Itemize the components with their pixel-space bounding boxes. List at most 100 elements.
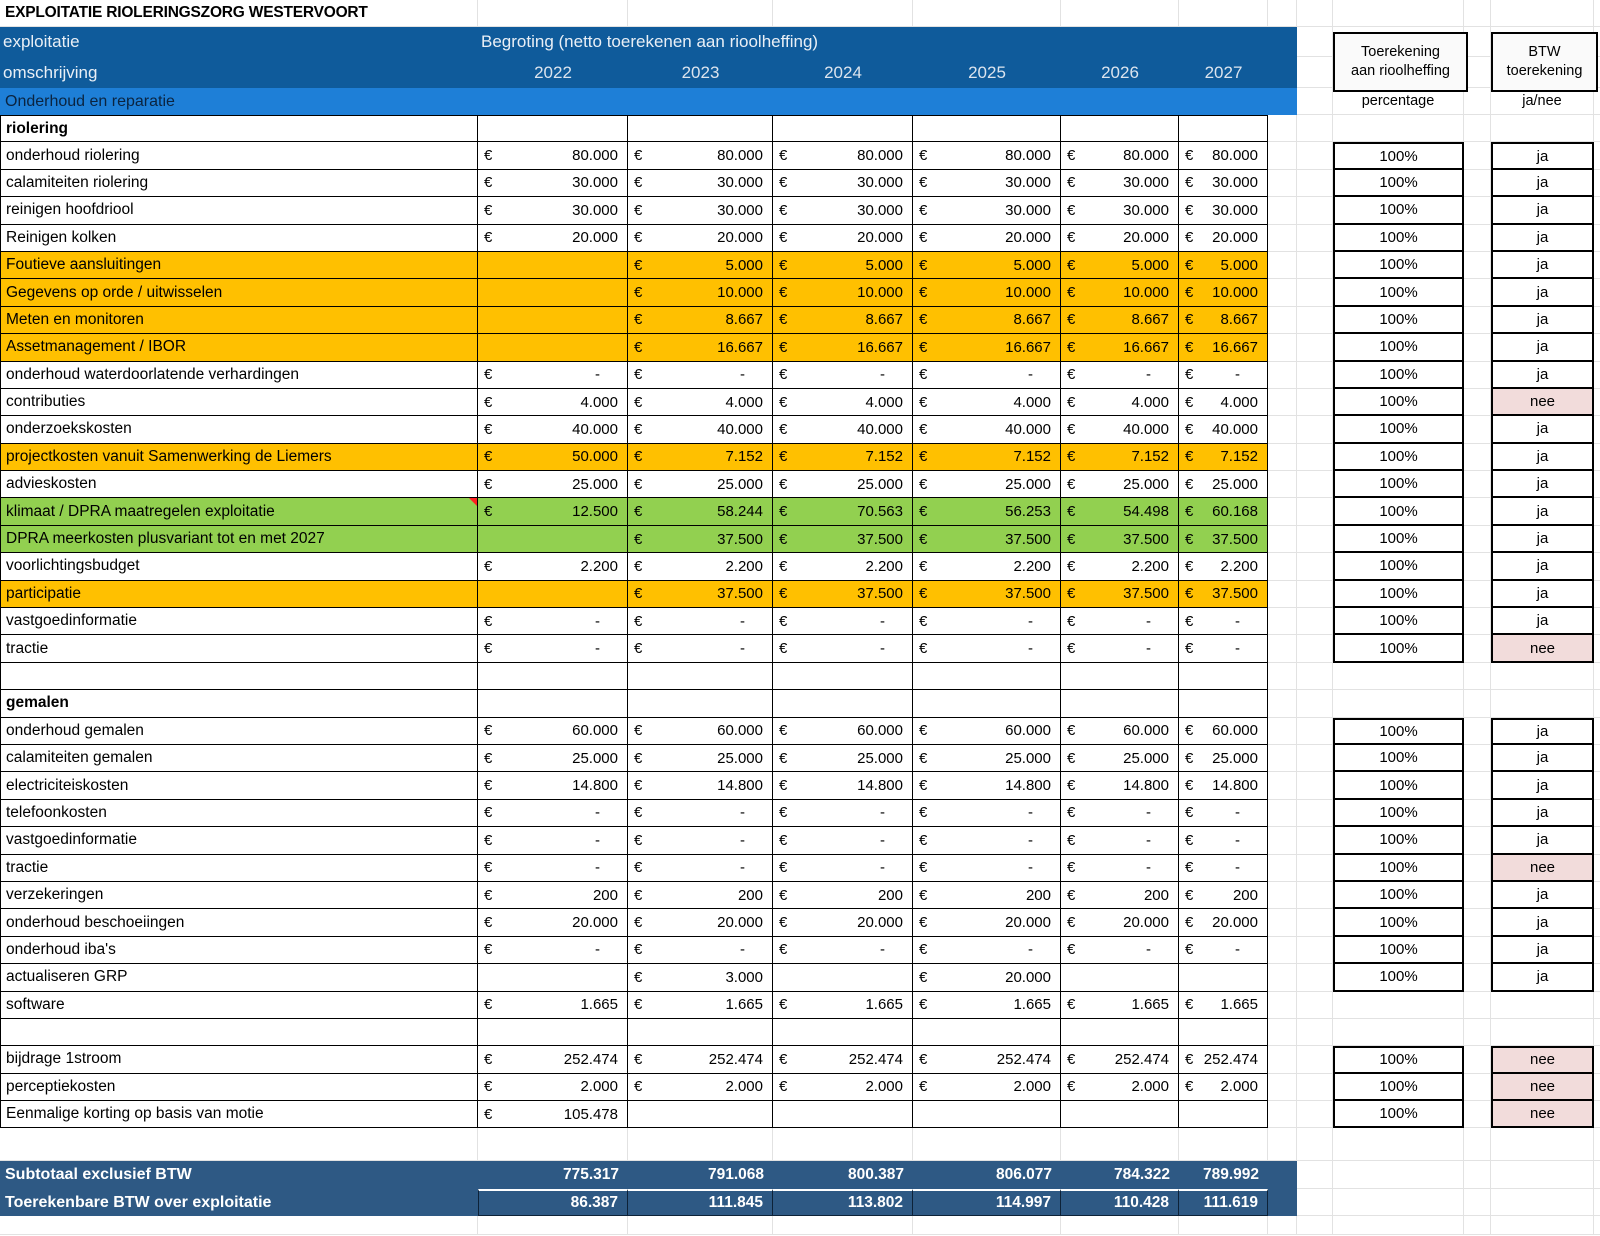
value-cell-2025[interactable]: € -	[913, 361, 1061, 389]
btw-cell[interactable]: ja	[1491, 361, 1594, 389]
row-label[interactable]: bijdrage 1stroom	[0, 1046, 478, 1074]
value-cell-2022[interactable]: €20.000	[478, 909, 628, 937]
percentage-cell[interactable]: 100%	[1333, 553, 1464, 581]
value-cell-2023[interactable]: €58.244	[628, 498, 773, 526]
value-cell-2027[interactable]: €1.665	[1179, 991, 1268, 1019]
value-cell-2023[interactable]: € -	[628, 936, 773, 965]
value-cell-2022[interactable]: €105.478	[478, 1101, 628, 1129]
value-cell-2022[interactable]: €25.000	[478, 744, 628, 773]
value-cell-2022[interactable]: € -	[478, 827, 628, 855]
value-cell-2023[interactable]: €80.000	[628, 142, 773, 170]
value-cell-2022[interactable]	[478, 279, 628, 307]
value-cell-2022[interactable]: €30.000	[478, 197, 628, 225]
btw-cell[interactable]: ja	[1491, 580, 1594, 609]
value-cell-2023[interactable]: €20.000	[628, 909, 773, 937]
row-label[interactable]: calamiteiten gemalen	[0, 744, 478, 773]
value-cell-2027[interactable]: €30.000	[1179, 197, 1268, 225]
value-cell-2024[interactable]: €30.000	[773, 169, 913, 198]
value-cell-2025[interactable]: €30.000	[913, 197, 1061, 225]
btw-cell[interactable]: ja	[1491, 799, 1594, 828]
value-cell-2026[interactable]	[1061, 662, 1179, 691]
value-cell-2023[interactable]: €25.000	[628, 471, 773, 499]
btw-cell[interactable]: ja	[1491, 936, 1594, 965]
value-cell-2023[interactable]: €2.000	[628, 1073, 773, 1102]
btw-cell[interactable]: ja	[1491, 142, 1594, 170]
value-cell-2027[interactable]: € -	[1179, 635, 1268, 663]
value-cell-2023[interactable]: € -	[628, 799, 773, 828]
percentage-cell[interactable]: 100%	[1333, 608, 1464, 636]
value-cell-2026[interactable]: € -	[1061, 608, 1179, 636]
btw-cell[interactable]: ja	[1491, 881, 1594, 910]
value-cell-2022[interactable]: € -	[478, 799, 628, 828]
row-label[interactable]: Eenmalige korting op basis van motie	[0, 1101, 478, 1129]
value-cell-2025[interactable]	[913, 115, 1061, 143]
value-cell-2024[interactable]	[773, 1018, 913, 1047]
value-cell-2026[interactable]: €37.500	[1061, 580, 1179, 609]
value-cell-2023[interactable]	[628, 662, 773, 691]
value-cell-2024[interactable]: €5.000	[773, 251, 913, 280]
value-cell-2025[interactable]: €25.000	[913, 471, 1061, 499]
total-value-cell[interactable]: 806.077	[913, 1161, 1061, 1189]
row-label[interactable]: calamiteiten riolering	[0, 169, 478, 198]
value-cell-2025[interactable]: €14.800	[913, 772, 1061, 800]
value-cell-2026[interactable]: €14.800	[1061, 772, 1179, 800]
value-cell-2027[interactable]: €20.000	[1179, 909, 1268, 937]
btw-cell[interactable]: ja	[1491, 197, 1594, 225]
btw-cell[interactable]: nee	[1491, 854, 1594, 882]
percentage-cell[interactable]: 100%	[1333, 224, 1464, 252]
value-cell-2024[interactable]	[773, 662, 913, 691]
percentage-cell[interactable]: 100%	[1333, 251, 1464, 280]
value-cell-2025[interactable]: €10.000	[913, 279, 1061, 307]
value-cell-2023[interactable]	[628, 115, 773, 143]
value-cell-2024[interactable]: €16.667	[773, 334, 913, 362]
percentage-cell[interactable]: 100%	[1333, 744, 1464, 773]
row-label[interactable]: perceptiekosten	[0, 1073, 478, 1102]
value-cell-2024[interactable]: €1.665	[773, 991, 913, 1019]
value-cell-2027[interactable]: €25.000	[1179, 744, 1268, 773]
percentage-cell[interactable]: 100%	[1333, 881, 1464, 910]
value-cell-2023[interactable]: €40.000	[628, 416, 773, 444]
total-value-cell[interactable]: 114.997	[913, 1188, 1061, 1217]
value-cell-2023[interactable]: €1.665	[628, 991, 773, 1019]
percentage-cell[interactable]: 100%	[1333, 334, 1464, 362]
value-cell-2027[interactable]: €200	[1179, 881, 1268, 910]
value-cell-2023[interactable]: €3.000	[628, 964, 773, 992]
btw-cell[interactable]: ja	[1491, 334, 1594, 362]
row-label[interactable]: onderhoud waterdoorlatende verhardingen	[0, 361, 478, 389]
subheader-onderhoud-en-reparatie[interactable]: Onderhoud en reparatie	[0, 88, 478, 115]
btw-cell[interactable]: ja	[1491, 279, 1594, 307]
value-cell-2022[interactable]	[478, 690, 628, 718]
value-cell-2022[interactable]: €30.000	[478, 169, 628, 198]
value-cell-2022[interactable]	[478, 525, 628, 554]
row-label[interactable]: participatie	[0, 580, 478, 609]
value-cell-2024[interactable]: € -	[773, 936, 913, 965]
value-cell-2024[interactable]: €40.000	[773, 416, 913, 444]
percentage-cell[interactable]: 100%	[1333, 471, 1464, 499]
value-cell-2027[interactable]: € -	[1179, 827, 1268, 855]
value-cell-2027[interactable]: €25.000	[1179, 471, 1268, 499]
value-cell-2025[interactable]: € -	[913, 854, 1061, 882]
value-cell-2026[interactable]: €252.474	[1061, 1046, 1179, 1074]
percentage-cell[interactable]: 100%	[1333, 580, 1464, 609]
value-cell-2023[interactable]: €8.667	[628, 306, 773, 335]
percentage-cell[interactable]: 100%	[1333, 361, 1464, 389]
value-cell-2022[interactable]: €50.000	[478, 443, 628, 472]
value-cell-2025[interactable]: €40.000	[913, 416, 1061, 444]
value-cell-2022[interactable]	[478, 306, 628, 335]
value-cell-2022[interactable]	[478, 334, 628, 362]
value-cell-2026[interactable]: € -	[1061, 361, 1179, 389]
percentage-cell[interactable]: 100%	[1333, 1101, 1464, 1129]
row-label[interactable]: projectkosten vanuit Samenwerking de Lie…	[0, 443, 478, 472]
value-cell-2023[interactable]: €2.200	[628, 553, 773, 581]
value-cell-2025[interactable]: €80.000	[913, 142, 1061, 170]
row-label[interactable]: DPRA meerkosten plusvariant tot en met 2…	[0, 525, 478, 554]
row-label[interactable]: tractie	[0, 635, 478, 663]
year-column-header[interactable]: 2023	[628, 57, 773, 88]
btw-cell[interactable]: ja	[1491, 251, 1594, 280]
value-cell-2026[interactable]: € -	[1061, 936, 1179, 965]
value-cell-2025[interactable]: €20.000	[913, 964, 1061, 992]
value-cell-2026[interactable]: €30.000	[1061, 197, 1179, 225]
value-cell-2023[interactable]: €37.500	[628, 580, 773, 609]
value-cell-2024[interactable]: € -	[773, 635, 913, 663]
btw-cell[interactable]: nee	[1491, 1073, 1594, 1102]
